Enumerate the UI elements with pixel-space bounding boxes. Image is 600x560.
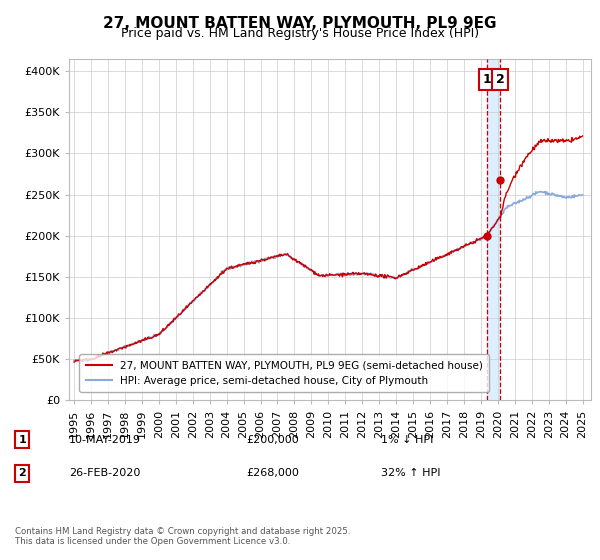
Legend: 27, MOUNT BATTEN WAY, PLYMOUTH, PL9 9EG (semi-detached house), HPI: Average pric: 27, MOUNT BATTEN WAY, PLYMOUTH, PL9 9EG … bbox=[79, 354, 489, 392]
Text: 10-MAY-2019: 10-MAY-2019 bbox=[69, 435, 141, 445]
Text: Contains HM Land Registry data © Crown copyright and database right 2025.
This d: Contains HM Land Registry data © Crown c… bbox=[15, 526, 350, 546]
Text: 27, MOUNT BATTEN WAY, PLYMOUTH, PL9 9EG: 27, MOUNT BATTEN WAY, PLYMOUTH, PL9 9EG bbox=[103, 16, 497, 31]
Text: £268,000: £268,000 bbox=[246, 468, 299, 478]
Text: 32% ↑ HPI: 32% ↑ HPI bbox=[381, 468, 440, 478]
Text: 1% ↓ HPI: 1% ↓ HPI bbox=[381, 435, 433, 445]
Text: 2: 2 bbox=[496, 73, 505, 86]
Bar bbox=[487, 59, 500, 400]
Text: 26-FEB-2020: 26-FEB-2020 bbox=[69, 468, 140, 478]
Text: 1: 1 bbox=[19, 435, 26, 445]
Text: Price paid vs. HM Land Registry's House Price Index (HPI): Price paid vs. HM Land Registry's House … bbox=[121, 27, 479, 40]
Text: 1: 1 bbox=[482, 73, 491, 86]
Text: 2: 2 bbox=[19, 468, 26, 478]
Text: £200,000: £200,000 bbox=[246, 435, 299, 445]
